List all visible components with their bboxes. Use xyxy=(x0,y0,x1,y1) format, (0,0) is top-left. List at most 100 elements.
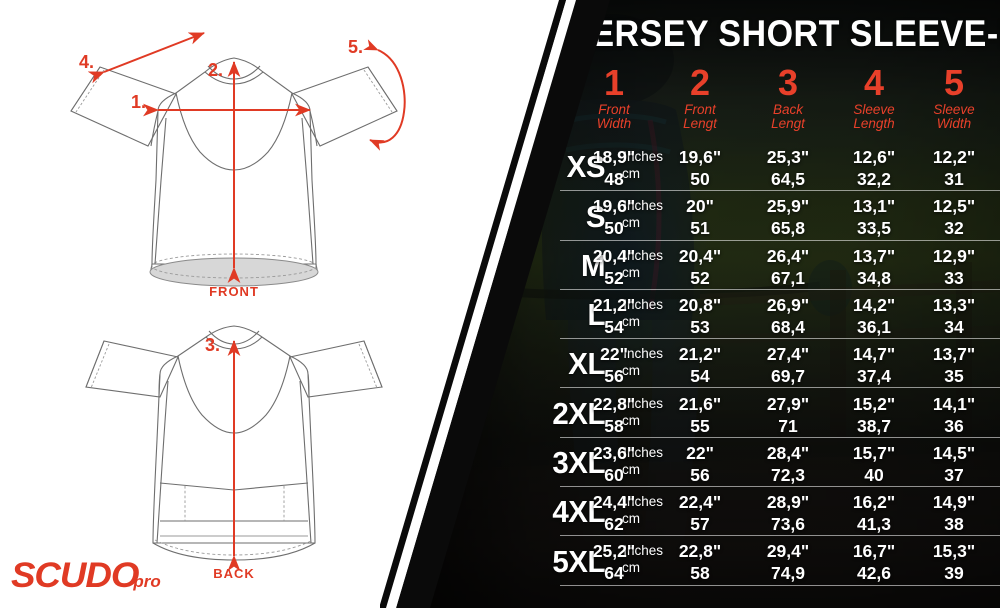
table-row: XL Inches cm 22" 56 21,2" 54 27,4" 69,7 14,7" 37,4… xyxy=(505,339,1000,389)
value-cm: 72,3 xyxy=(770,464,806,485)
value-cell: 22,4" 57 xyxy=(652,492,748,534)
unit-labels: Inches cm xyxy=(605,296,663,330)
value-inches: 22,8" xyxy=(592,393,636,414)
page-title: JERSEY SHORT SLEEVE-MAN xyxy=(572,13,1000,54)
unit-labels: Inches cm xyxy=(605,247,663,281)
column-header-5: 5 Sleeve Width xyxy=(906,62,1000,131)
value-cell: 12,6" 32,2 xyxy=(826,147,922,189)
table-row: L Inches cm 21,2" 54 20,8" 53 26,9" 68,4 14,2" 36,… xyxy=(505,290,1000,340)
unit-labels: Inches cm xyxy=(605,197,663,231)
table-row: XS Inches cm 18,9" 48 19,6" 50 25,3" 64,5 12,6" 32… xyxy=(505,142,1000,192)
callout-2-label: 2. xyxy=(208,60,223,80)
value-cm: 35 xyxy=(944,366,964,387)
value-cell: 16,2" 41,3 xyxy=(826,492,922,534)
unit-labels: Inches cm xyxy=(605,444,663,478)
value-cm: 55 xyxy=(690,415,710,436)
value-cell: 20,8" 53 xyxy=(652,295,748,337)
callout-1-label: 1. xyxy=(131,92,146,112)
value-cm: 41,3 xyxy=(856,514,892,535)
value-cell: 23,6" 60 xyxy=(566,443,662,485)
value-cm: 32,2 xyxy=(856,169,892,189)
table-row: 4XL Inches cm 24,4" 62 22,4" 57 28,9" 73,6 16,2" 4… xyxy=(505,487,1000,537)
callout-3-label: 3. xyxy=(205,335,220,355)
unit-cm: cm xyxy=(622,461,640,477)
unit-inches: Inches xyxy=(623,198,663,214)
value-cm: 39 xyxy=(944,563,964,584)
value-inches: 20" xyxy=(686,196,714,217)
value-cell: 21,2" 54 xyxy=(566,295,662,337)
value-inches: 25,9" xyxy=(766,196,810,217)
value-cell: 21,2" 54 xyxy=(652,344,748,386)
row-divider xyxy=(560,486,1000,488)
unit-cm: cm xyxy=(622,215,640,231)
value-inches: 21,2" xyxy=(678,344,722,365)
value-inches: 13,7" xyxy=(852,245,896,266)
row-divider xyxy=(560,535,1000,537)
column-caption: Sleeve Length xyxy=(853,102,895,131)
value-inches: 20,4" xyxy=(678,245,722,266)
column-caption: Sleeve Width xyxy=(933,102,975,131)
value-cell: 13,1" 33,5 xyxy=(826,196,922,238)
callout-5-label: 5. xyxy=(348,37,363,57)
value-cm: 71 xyxy=(778,415,798,436)
row-divider xyxy=(560,338,1000,340)
value-cm: 58 xyxy=(690,563,710,584)
value-cell: 21,6" 55 xyxy=(652,394,748,436)
value-cm: 36 xyxy=(944,415,964,436)
value-inches: 15,7" xyxy=(852,442,896,463)
value-inches: 12,9" xyxy=(932,245,976,266)
unit-cm: cm xyxy=(622,363,640,379)
brand-name: SCUDO xyxy=(10,556,140,595)
column-number: 2 xyxy=(689,62,711,103)
value-cm: 52 xyxy=(690,267,710,288)
value-inches: 16,2" xyxy=(852,492,896,513)
value-cell: 26,9" 68,4 xyxy=(740,295,836,337)
value-cm: 34 xyxy=(944,316,964,337)
value-cm: 74,9 xyxy=(770,563,806,584)
unit-cm: cm xyxy=(622,313,640,329)
brand-suffix: pro xyxy=(133,572,161,591)
value-cell: 12,9" 33 xyxy=(906,246,1000,288)
value-cm: 56 xyxy=(690,464,710,485)
value-cm: 73,6 xyxy=(770,514,806,535)
value-cell: 13,7" 35 xyxy=(906,344,1000,386)
column-caption: Front Lengt xyxy=(683,102,717,131)
unit-cm: cm xyxy=(622,264,640,280)
unit-cm: cm xyxy=(622,412,640,428)
jersey-technical-drawing: 1. 2. 4. 5. FRONT xyxy=(70,32,406,581)
value-inches: 28,9" xyxy=(766,492,810,513)
value-cell: 13,3" 34 xyxy=(906,295,1000,337)
column-number: 5 xyxy=(943,62,965,103)
value-cell: 20,4" 52 xyxy=(652,246,748,288)
unit-cm: cm xyxy=(622,166,640,181)
table-row: S Inches cm 19,6" 50 20" 51 25,9" 65,8 13,1" 33,5 1… xyxy=(505,191,1000,241)
value-cm: 36,1 xyxy=(856,316,892,337)
value-inches: 19,6" xyxy=(592,196,636,217)
value-cell: 28,9" 73,6 xyxy=(740,492,836,534)
column-number: 3 xyxy=(777,62,799,103)
value-cell: 26,4" 67,1 xyxy=(740,246,836,288)
column-header-1: 1 Front Width xyxy=(566,65,662,131)
unit-inches: Inches xyxy=(623,346,663,362)
value-cm: 48 xyxy=(604,169,624,189)
value-inches: 14,7" xyxy=(852,344,896,365)
value-inches: 26,4" xyxy=(766,245,810,266)
value-cm: 62 xyxy=(604,514,624,535)
value-inches: 22,4" xyxy=(678,492,722,513)
value-inches: 20,8" xyxy=(678,294,722,315)
row-divider xyxy=(560,387,1000,389)
row-divider xyxy=(560,190,1000,192)
value-cm: 37 xyxy=(944,464,964,485)
value-cm: 64,5 xyxy=(770,169,806,189)
value-cell: 19,6" 50 xyxy=(652,147,748,189)
value-cm: 54 xyxy=(690,366,710,387)
value-cell: 25,9" 65,8 xyxy=(740,196,836,238)
front-view-label: FRONT xyxy=(209,284,259,299)
row-divider xyxy=(560,436,1000,438)
unit-inches: Inches xyxy=(623,149,663,164)
value-cell: 15,3" 39 xyxy=(906,541,1000,583)
back-view-label: BACK xyxy=(213,566,255,581)
